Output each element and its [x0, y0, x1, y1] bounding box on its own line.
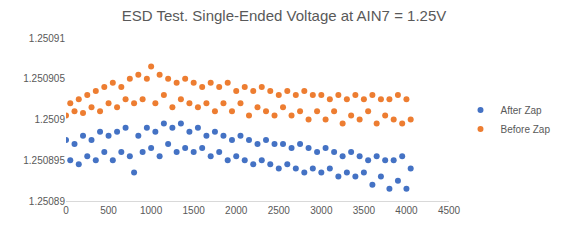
svg-text:ESD Test. Single-Ended Voltage: ESD Test. Single-Ended Voltage at AIN7 =… [122, 7, 447, 24]
svg-text:Before Zap: Before Zap [500, 124, 550, 135]
svg-text:After Zap: After Zap [500, 105, 542, 116]
svg-text:1000: 1000 [140, 205, 163, 216]
svg-text:2000: 2000 [225, 205, 248, 216]
svg-text:3500: 3500 [353, 205, 376, 216]
svg-text:4500: 4500 [438, 205, 461, 216]
svg-text:1.2509: 1.2509 [34, 114, 65, 125]
svg-text:3000: 3000 [310, 205, 333, 216]
svg-text:1.25091: 1.25091 [29, 33, 66, 44]
svg-text:4000: 4000 [395, 205, 418, 216]
svg-text:1500: 1500 [183, 205, 206, 216]
svg-text:2500: 2500 [268, 205, 291, 216]
svg-text:500: 500 [100, 205, 117, 216]
svg-text:1.25089: 1.25089 [29, 196, 66, 207]
svg-text:1.250895: 1.250895 [23, 155, 65, 166]
svg-text:1.250905: 1.250905 [23, 73, 65, 84]
svg-text:0: 0 [63, 205, 69, 216]
